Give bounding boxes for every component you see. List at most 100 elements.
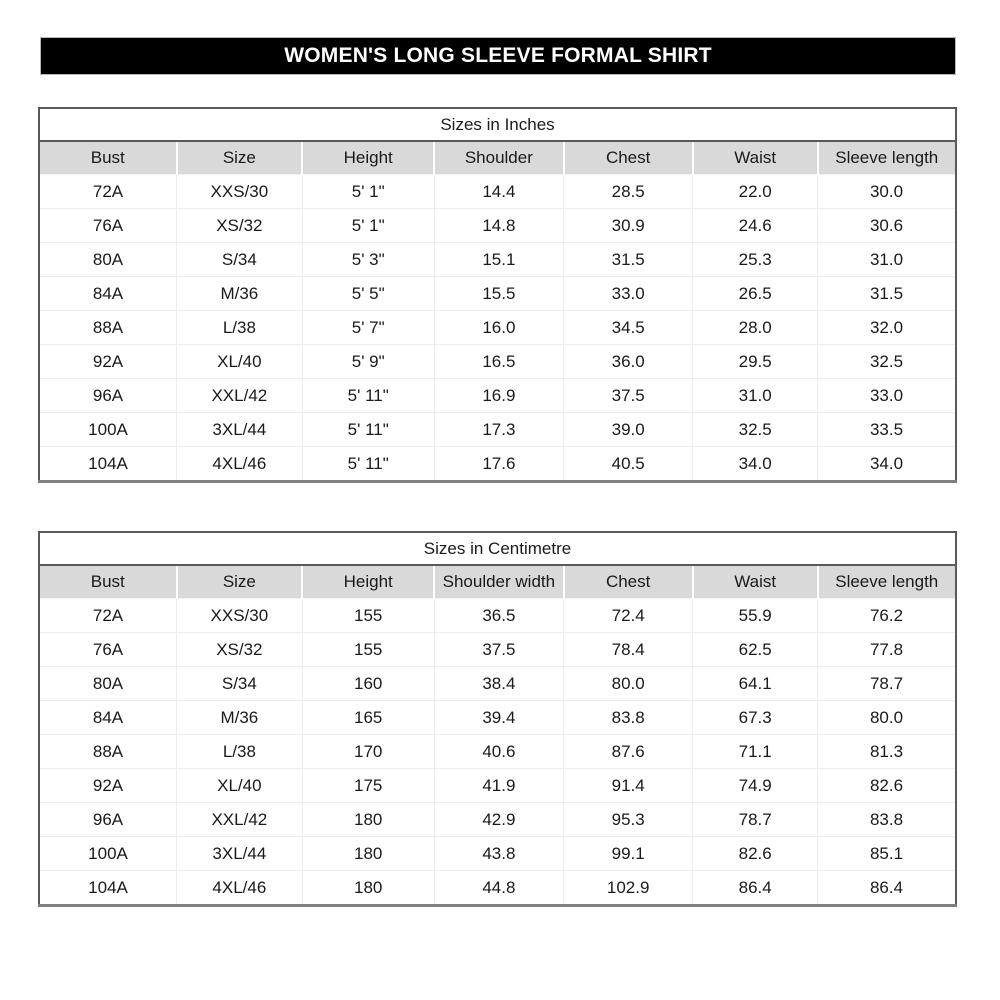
table-cell: 78.4 (563, 632, 693, 667)
table-cell: 39.4 (433, 700, 564, 735)
column-header: Size (175, 565, 303, 599)
table-cell: 31.5 (563, 242, 693, 277)
table-cell: 155 (301, 632, 435, 667)
table-cell: XS/32 (176, 632, 303, 667)
table-cell: 104A (39, 446, 177, 482)
table-title: Sizes in Inches (39, 108, 956, 142)
table-cell: 4XL/46 (176, 446, 303, 482)
table-cell: 3XL/44 (176, 412, 303, 447)
table-cell: 5' 11" (301, 412, 435, 447)
table-cell: 43.8 (433, 836, 564, 871)
table-cell: 14.4 (433, 174, 564, 209)
table-cell: XXS/30 (176, 598, 303, 633)
sizes-in-centimetre-table: Sizes in Centimetre Bust Size Height Shoulde… (38, 531, 957, 907)
table-cell: L/38 (176, 734, 303, 769)
table-cell: 180 (301, 836, 435, 871)
table-cell: 95.3 (563, 802, 693, 837)
table-cell: 77.8 (817, 632, 956, 667)
table-row: 80A S/34 5' 3" 15.1 31.5 25.3 31.0 (39, 242, 956, 277)
table-cell: 88A (39, 310, 177, 345)
table-header-row: Bust Size Height Shoulder Chest Waist Sleeve l… (39, 141, 956, 175)
table-cell: 15.5 (433, 276, 564, 311)
column-header: Height (301, 565, 435, 599)
table-cell: 71.1 (692, 734, 818, 769)
table-cell: S/34 (176, 242, 303, 277)
page-title: WOMEN'S LONG SLEEVE FORMAL SHIRT (284, 44, 712, 67)
table-cell: 36.5 (433, 598, 564, 633)
table-cell: 28.0 (692, 310, 818, 345)
table-cell: 83.8 (563, 700, 693, 735)
table-cell: 5' 11" (301, 378, 435, 413)
table-row: 80A S/34 160 38.4 80.0 64.1 78.7 (39, 666, 956, 701)
table-cell: XXS/30 (176, 174, 303, 209)
table-cell: 34.5 (563, 310, 693, 345)
table-header-row: Bust Size Height Shoulder width Chest Waist Sl… (39, 565, 956, 599)
table-row: 96A XXL/42 5' 11" 16.9 37.5 31.0 33.0 (39, 378, 956, 413)
table-title: Sizes in Centimetre (39, 532, 956, 566)
column-header: Waist (691, 565, 818, 599)
table-cell: 41.9 (433, 768, 564, 803)
column-header: Bust (39, 141, 177, 175)
table-title-row: Sizes in Inches (39, 108, 956, 142)
table-cell: 17.3 (433, 412, 564, 447)
table-cell: 29.5 (692, 344, 818, 379)
table-cell: 36.0 (563, 344, 693, 379)
table-cell: 170 (301, 734, 435, 769)
table-cell: 100A (39, 412, 177, 447)
table-cell: L/38 (176, 310, 303, 345)
table-cell: 104A (39, 870, 177, 906)
table-cell: 76A (39, 632, 177, 667)
table-cell: 74.9 (692, 768, 818, 803)
table-cell: 96A (39, 802, 177, 837)
table-row: 84A M/36 165 39.4 83.8 67.3 80.0 (39, 700, 956, 735)
column-header: Waist (691, 141, 818, 175)
table-cell: 82.6 (817, 768, 956, 803)
table-row: 88A L/38 5' 7" 16.0 34.5 28.0 32.0 (39, 310, 956, 345)
table-cell: 76.2 (817, 598, 956, 633)
table-cell: 91.4 (563, 768, 693, 803)
table-row: 88A L/38 170 40.6 87.6 71.1 81.3 (39, 734, 956, 769)
table-cell: 16.0 (433, 310, 564, 345)
table-row: 76A XS/32 155 37.5 78.4 62.5 77.8 (39, 632, 956, 667)
column-header: Bust (39, 565, 177, 599)
table-cell: 30.0 (817, 174, 956, 209)
table-cell: 96A (39, 378, 177, 413)
table-cell: 33.0 (563, 276, 693, 311)
table-cell: 31.0 (817, 242, 956, 277)
table-cell: 78.7 (692, 802, 818, 837)
sizes-in-inches-table: Sizes in Inches Bust Size Height Shoulder Che… (38, 107, 957, 483)
table-cell: 155 (301, 598, 435, 633)
table-cell: 86.4 (692, 870, 818, 906)
column-header: Sleeve length (816, 565, 956, 599)
table-cell: 81.3 (817, 734, 956, 769)
table-row: 72A XXS/30 155 36.5 72.4 55.9 76.2 (39, 598, 956, 633)
table-cell: 84A (39, 700, 177, 735)
table-cell: 28.5 (563, 174, 693, 209)
table-cell: 86.4 (817, 870, 956, 906)
table-cell: 83.8 (817, 802, 956, 837)
table-cell: 80.0 (817, 700, 956, 735)
table-row: 72A XXS/30 5' 1" 14.4 28.5 22.0 30.0 (39, 174, 956, 209)
table-cell: XL/40 (176, 344, 303, 379)
column-header: Sleeve length (816, 141, 956, 175)
table-row: 84A M/36 5' 5" 15.5 33.0 26.5 31.5 (39, 276, 956, 311)
table-cell: 82.6 (692, 836, 818, 871)
table-cell: 40.6 (433, 734, 564, 769)
table-cell: 16.9 (433, 378, 564, 413)
table-cell: M/36 (176, 276, 303, 311)
table-row: 76A XS/32 5' 1" 14.8 30.9 24.6 30.6 (39, 208, 956, 243)
table-row: 92A XL/40 5' 9" 16.5 36.0 29.5 32.5 (39, 344, 956, 379)
table-cell: 26.5 (692, 276, 818, 311)
table-cell: 180 (301, 870, 435, 906)
table-cell: 40.5 (563, 446, 693, 482)
table-cell: 15.1 (433, 242, 564, 277)
table-cell: 42.9 (433, 802, 564, 837)
table-title-row: Sizes in Centimetre (39, 532, 956, 566)
table-cell: 39.0 (563, 412, 693, 447)
table-cell: 31.5 (817, 276, 956, 311)
table-cell: 37.5 (433, 632, 564, 667)
table-cell: 31.0 (692, 378, 818, 413)
column-header: Size (175, 141, 303, 175)
table-cell: 24.6 (692, 208, 818, 243)
table-cell: 5' 5" (301, 276, 435, 311)
